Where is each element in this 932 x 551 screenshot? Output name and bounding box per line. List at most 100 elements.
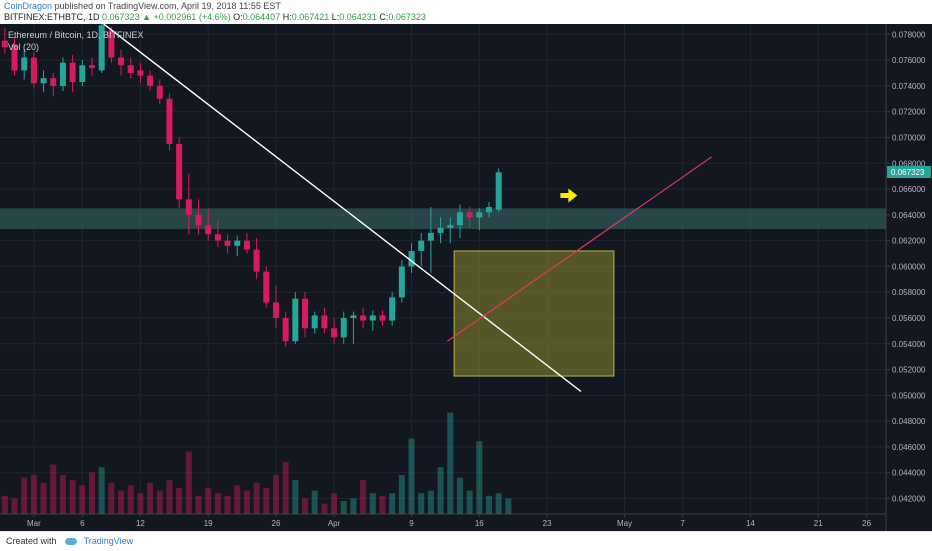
candle-body — [205, 225, 212, 235]
candle-body — [456, 212, 463, 226]
highlight-rectangle — [453, 250, 615, 377]
candle-body — [253, 249, 260, 272]
volume-bar — [379, 495, 386, 514]
volume-bar — [79, 485, 86, 514]
price-chart[interactable]: 0.078000 0.076000 0.074000 0.072000 0.070000… — [0, 24, 932, 531]
footer: Created with TradingView — [0, 531, 932, 551]
price-tick-label: 0.076000 — [892, 56, 926, 65]
volume-bar — [98, 467, 105, 514]
price-axis-panel[interactable] — [886, 24, 932, 531]
time-tick-label: 23 — [543, 519, 552, 528]
candle-body — [50, 78, 57, 86]
volume-indicator-label: Vol (20) — [8, 42, 39, 52]
candle-body — [21, 57, 28, 71]
candle-body — [88, 65, 95, 68]
price-tick-label: 0.060000 — [892, 262, 926, 271]
price-tick-label: 0.048000 — [892, 417, 926, 426]
publish-text: published on TradingView.com, April 19, … — [54, 1, 281, 11]
tradingview-link[interactable]: TradingView — [83, 536, 134, 546]
time-tick-label: 21 — [814, 519, 823, 528]
price-tick-label: 0.056000 — [892, 314, 926, 323]
volume-bar — [147, 482, 154, 514]
volume-bar — [447, 412, 454, 514]
time-tick-label: 14 — [746, 519, 755, 528]
candle-body — [137, 70, 144, 76]
volume-bar — [282, 462, 289, 514]
candle-body — [147, 75, 154, 86]
candle-body — [447, 225, 454, 228]
price-tick-label: 0.066000 — [892, 185, 926, 194]
arrow-right-icon — [560, 188, 578, 203]
volume-bar — [108, 482, 115, 514]
time-tick-label: 7 — [680, 519, 685, 528]
volume-bar — [466, 490, 473, 514]
chart-title: Ethereum / Bitcoin, 1D, BITFINEX — [8, 30, 144, 40]
time-tick-label: Apr — [328, 519, 341, 528]
candle-body — [108, 30, 115, 58]
candle-body — [11, 44, 18, 71]
volume-bar — [495, 493, 502, 514]
last-price: 0.067323 — [102, 12, 140, 22]
volume-bar — [437, 467, 444, 514]
volume-bars — [1, 412, 512, 514]
candle-body — [214, 234, 221, 241]
price-tick-label: 0.052000 — [892, 366, 926, 375]
ohlc-line: BITFINEX:ETHBTC, 1D 0.067323 ▲ +0.002961… — [4, 12, 426, 22]
candle-body — [485, 207, 492, 213]
time-tick-label: 9 — [409, 519, 414, 528]
trend-lines[interactable] — [92, 24, 713, 393]
candle-body — [311, 315, 318, 329]
author-link[interactable]: CoinDragon — [4, 1, 53, 11]
price-change: +0.002961 (+4.6%) — [153, 12, 231, 22]
candle-body — [389, 297, 396, 321]
time-tick-label: May — [617, 519, 632, 528]
volume-bar — [118, 490, 125, 514]
candle-body — [408, 250, 415, 267]
candle-body — [30, 57, 37, 84]
candle-body — [69, 62, 76, 83]
candle-body — [263, 271, 270, 303]
candle-body — [302, 298, 309, 329]
candle-body — [79, 65, 86, 83]
volume-bar — [340, 501, 347, 514]
low-value: 0.064231 — [339, 12, 377, 22]
volume-bar — [234, 485, 241, 514]
candle-body — [195, 214, 202, 226]
volume-bar — [427, 490, 434, 514]
volume-bar — [21, 477, 28, 514]
candle-body — [176, 143, 183, 200]
volume-bar — [311, 490, 318, 514]
volume-bar — [185, 451, 192, 514]
volume-bar — [40, 482, 47, 514]
volume-bar — [418, 493, 425, 514]
candle-body — [272, 302, 279, 318]
price-tick-label: 0.046000 — [892, 443, 926, 452]
candle-body — [40, 78, 47, 84]
volume-bar — [224, 495, 231, 514]
arrow-annotation — [560, 188, 578, 203]
volume-bar — [1, 495, 8, 514]
volume-bar — [253, 482, 260, 514]
support-zone-band — [0, 208, 886, 230]
last-price-label: 0.067323 — [891, 168, 925, 177]
downtrend-line — [102, 24, 582, 393]
candle-body — [1, 40, 8, 48]
time-tick-label: 26 — [272, 519, 281, 528]
candle-body — [340, 318, 347, 338]
open-value: 0.064407 — [242, 12, 281, 22]
price-tick-label: 0.042000 — [892, 495, 926, 504]
price-tick-label: 0.054000 — [892, 340, 926, 349]
low-label: L: — [331, 12, 340, 22]
candle-body — [292, 298, 299, 342]
symbol-label: BITFINEX:ETHBTC, 1D — [4, 12, 100, 22]
candle-body — [418, 240, 425, 251]
price-axis: 0.078000 0.076000 0.074000 0.072000 0.070000… — [886, 30, 931, 504]
volume-bar — [292, 480, 299, 514]
uptrend-line — [447, 156, 713, 342]
volume-bar — [243, 490, 250, 514]
created-with: Created with TradingView — [6, 536, 133, 546]
volume-bar — [331, 493, 338, 514]
time-axis: Mar 6 12 19 26 Apr 9 16 23 May 7 14 21 26 — [27, 514, 872, 528]
volume-bar — [166, 480, 173, 514]
candle-body — [427, 232, 434, 241]
